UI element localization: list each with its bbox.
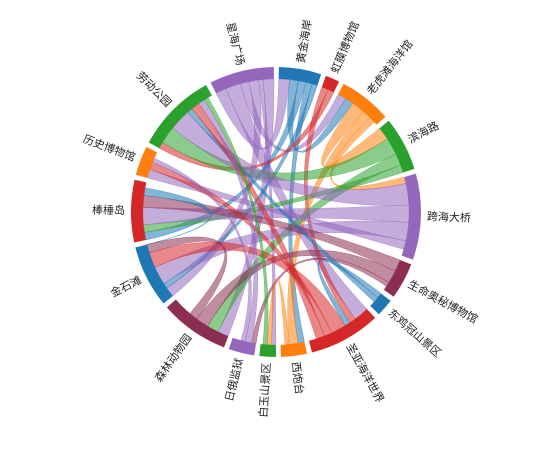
chord-ribbon-21[interactable]: [147, 169, 407, 250]
chord-ribbon-1[interactable]: [225, 83, 368, 320]
arc-label-16: 星海广场: [224, 21, 248, 67]
arc-label-14: 历史博物馆: [81, 132, 137, 165]
arc-group-15[interactable]: [148, 84, 212, 149]
arc-label-9: 白玉山景区: [256, 362, 273, 418]
arc-label-15: 劳动公园: [134, 69, 174, 109]
arc-label-8: 西炮台: [289, 361, 307, 395]
arc-group-1[interactable]: [321, 75, 340, 93]
arc-group-7[interactable]: [308, 309, 376, 353]
arc-label-2: 老虎滩海洋馆: [364, 37, 416, 97]
arc-label-12: 金石滩: [108, 273, 144, 300]
arc-group-13[interactable]: [131, 179, 147, 243]
arc-group-11[interactable]: [166, 299, 229, 348]
arc-group-2[interactable]: [338, 83, 386, 125]
arc-label-0: 黄金海岸: [293, 18, 314, 64]
arc-group-9[interactable]: [259, 344, 276, 357]
arc-group-3[interactable]: [379, 120, 415, 173]
arc-label-1: 虹膜博物馆: [328, 19, 362, 75]
arc-group-4[interactable]: [401, 173, 421, 260]
chord-ribbon-34[interactable]: [143, 187, 212, 245]
arc-label-3: 滨海路: [405, 118, 441, 146]
arc-group-8[interactable]: [280, 341, 308, 357]
arc-label-5: 生命奥秘博物馆: [406, 277, 480, 326]
arc-group-5[interactable]: [383, 260, 412, 297]
arc-group-10[interactable]: [228, 337, 257, 356]
arc-group-14[interactable]: [135, 146, 158, 178]
arc-group-6[interactable]: [370, 293, 391, 315]
arc-label-6: 东鸡冠山景区: [385, 306, 444, 360]
arc-group-16[interactable]: [210, 67, 275, 94]
arc-label-13: 棒棰岛: [92, 203, 125, 217]
arc-group-0[interactable]: [278, 67, 322, 86]
arc-label-11: 森林动物园: [151, 331, 194, 384]
arc-layer: [131, 67, 421, 357]
arc-group-12[interactable]: [135, 244, 173, 304]
ribbon-layer: [142, 78, 410, 346]
arc-label-10: 日俄监狱: [223, 357, 246, 403]
arc-label-7: 圣亚海洋世界: [343, 341, 387, 406]
arc-label-4: 跨海大桥: [427, 209, 471, 224]
chord-ribbon-29[interactable]: [191, 103, 325, 340]
chord-ribbon-14[interactable]: [330, 117, 407, 191]
